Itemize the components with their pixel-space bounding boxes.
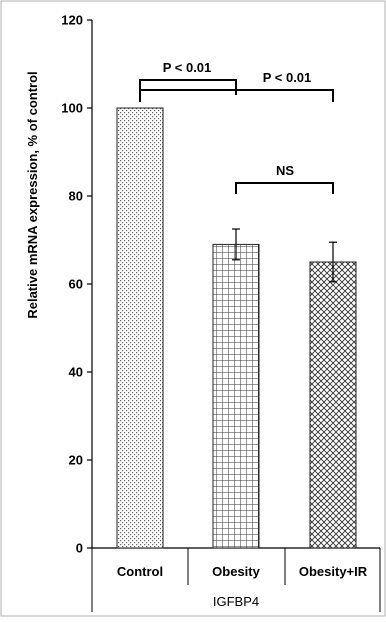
error-bars <box>232 228 337 283</box>
significance-brackets: P < 0.01 P < 0.01 NS <box>139 60 334 194</box>
significance-bracket <box>139 79 237 95</box>
group-label: IGFBP4 <box>213 594 259 609</box>
category-label: Control <box>117 564 163 579</box>
category-label: Obesity <box>212 564 260 579</box>
significance-label: NS <box>276 163 294 178</box>
category-axis: Control Obesity Obesity+IR <box>91 548 381 612</box>
category-label: Obesity+IR <box>299 564 368 579</box>
significance-bracket <box>139 89 334 102</box>
y-tick-label: 80 <box>69 189 83 204</box>
y-tick-label: 0 <box>76 541 83 556</box>
bar-obesity-ir <box>309 261 357 549</box>
y-ticks: 0 20 40 60 80 100 120 <box>61 13 92 556</box>
y-tick-label: 20 <box>69 453 83 468</box>
y-tick-label: 60 <box>69 277 83 292</box>
significance-label: P < 0.01 <box>263 70 312 85</box>
y-tick-label: 40 <box>69 365 83 380</box>
bars <box>116 107 357 549</box>
bar-obesity <box>212 243 260 549</box>
y-tick-label: 120 <box>61 13 83 28</box>
y-axis-title: Relative mRNA expression, % of control <box>25 71 40 318</box>
significance-label: P < 0.01 <box>163 60 212 75</box>
significance-bracket <box>235 182 334 194</box>
bar-control <box>116 107 164 549</box>
y-tick-label: 100 <box>61 101 83 116</box>
